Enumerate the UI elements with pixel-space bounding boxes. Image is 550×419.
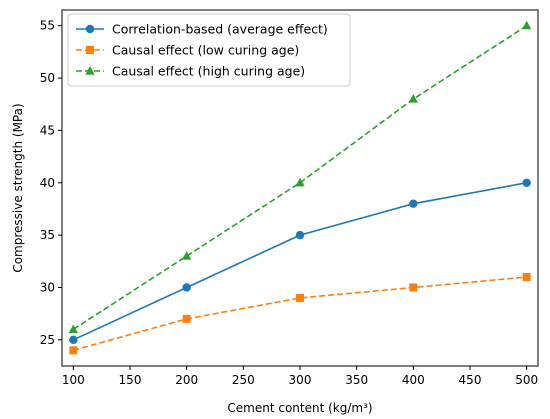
- legend-marker-1: [85, 24, 95, 34]
- x-tick-label: 100: [62, 373, 85, 387]
- data-point-s2-3: [296, 293, 304, 302]
- y-tick-label: 35: [40, 228, 55, 242]
- y-tick-label: 45: [40, 123, 55, 137]
- data-point-s1-5: [522, 178, 531, 187]
- series-line-2: [73, 276, 527, 352]
- y-tick-label: 55: [40, 19, 55, 33]
- y-tick-label: 30: [40, 280, 55, 294]
- y-tick-label: 50: [40, 71, 55, 85]
- legend-label-3: Causal effect (high curing age): [112, 64, 305, 79]
- x-axis-label: Cement content (kg/m³): [227, 401, 372, 415]
- x-tick-label: 450: [459, 373, 482, 387]
- legend-marker-2: [86, 46, 94, 54]
- legend-box: [67, 13, 351, 87]
- y-axis-label: Compressive strength (MPa): [11, 103, 25, 272]
- legend: Correlation-based (average effect) Causal…: [67, 13, 351, 87]
- data-point-s1-2: [182, 283, 191, 292]
- x-tick-label: 250: [232, 373, 255, 387]
- x-tick-label: 200: [175, 373, 198, 387]
- data-point-s1-1: [69, 335, 78, 345]
- y-tick-label: 25: [40, 333, 55, 347]
- axis-ticks: 100 150 200 250 300 350 400 450 500 25 30 35 40 45 50 5…: [40, 9, 539, 387]
- data-point-s1-3: [295, 230, 305, 240]
- x-tick-label: 300: [289, 373, 312, 387]
- data-point-s3-3: [295, 177, 305, 187]
- series-line-1: [72, 181, 527, 341]
- data-point-s1-4: [409, 199, 418, 208]
- legend-label-2: Causal effect (low curing age): [112, 43, 299, 58]
- x-tick-label: 400: [402, 373, 425, 387]
- data-point-s2-2: [182, 314, 191, 323]
- legend-label-1: Correlation-based (average effect): [112, 22, 328, 37]
- data-point-s3-2: [182, 251, 192, 260]
- x-tick-label: 350: [345, 373, 368, 387]
- data-point-s2-4: [409, 283, 418, 292]
- x-tick-label: 150: [119, 373, 142, 387]
- plot-area: [68, 20, 532, 355]
- data-point-s2-1: [69, 346, 78, 355]
- legend-marker-3: [85, 66, 95, 75]
- x-tick-label: 500: [515, 373, 538, 387]
- y-tick-label: 40: [40, 176, 55, 190]
- data-point-s3-1: [68, 324, 78, 333]
- data-point-s2-5: [522, 273, 531, 281]
- data-point-s3-4: [408, 94, 418, 103]
- series-line-3: [72, 25, 528, 331]
- data-point-s3-5: [522, 20, 532, 30]
